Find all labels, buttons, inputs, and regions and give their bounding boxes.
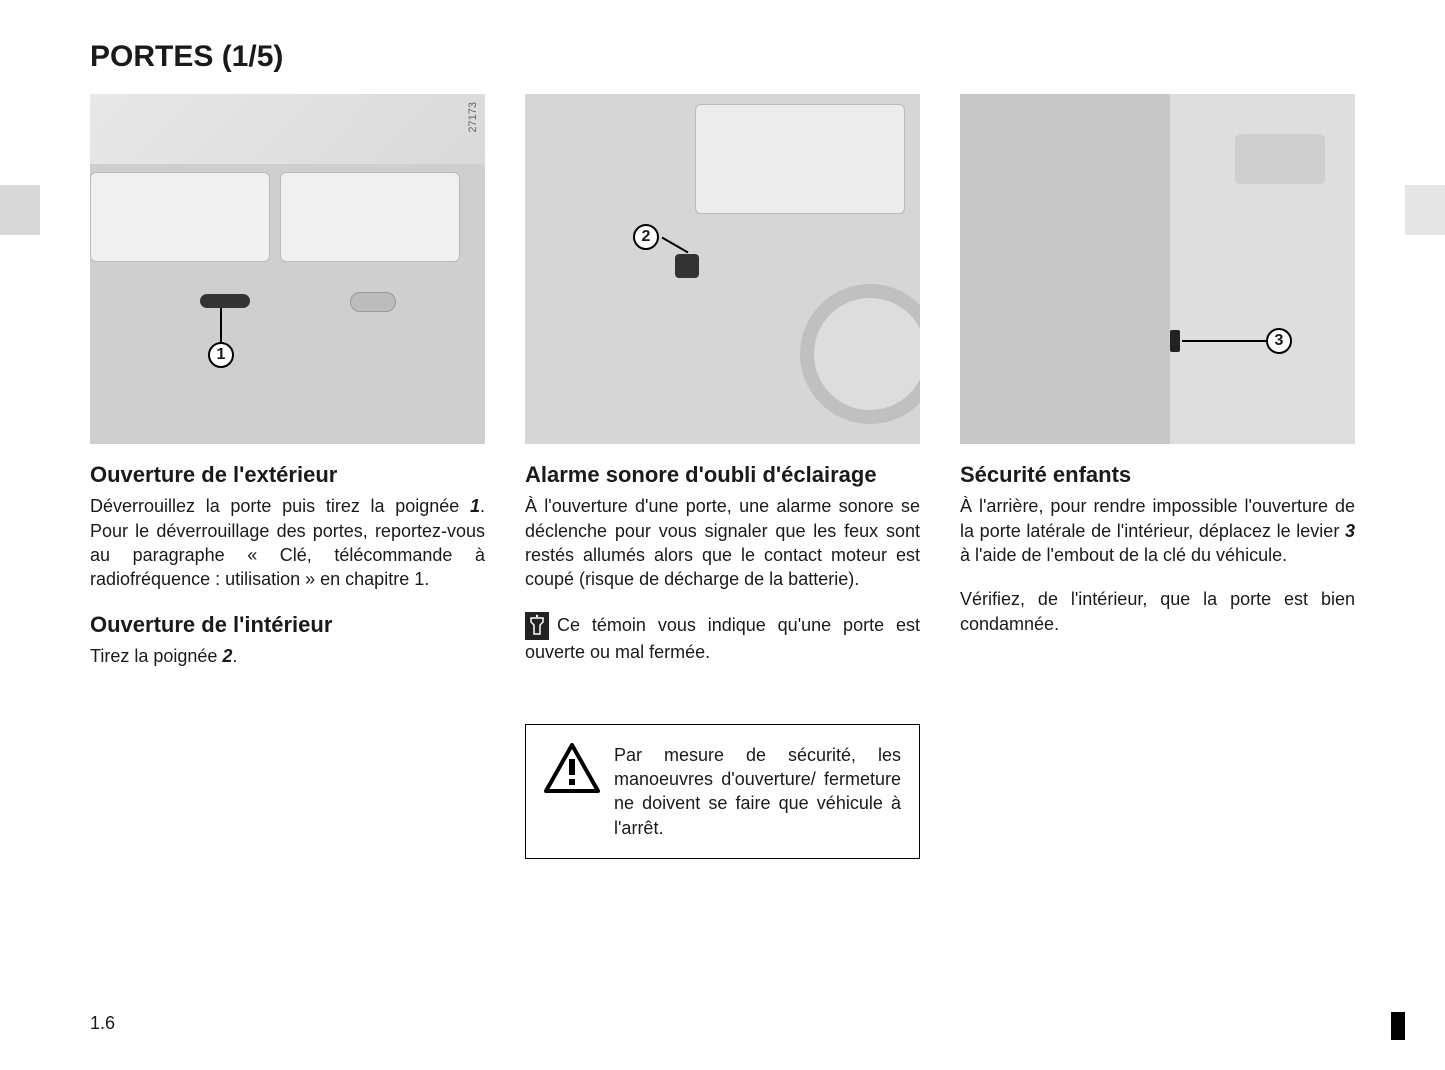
manual-page: PORTES (1/5) 27173 1 Ouverture de l'exté… (0, 0, 1445, 1070)
column-1: 27173 1 Ouverture de l'extérieur Déverro… (90, 94, 485, 859)
column-3: 27206 3 Sécurité enfants À l'arrière, po… (960, 94, 1355, 859)
content-columns: 27173 1 Ouverture de l'extérieur Déverro… (90, 94, 1355, 859)
page-title: PORTES (1/5) (90, 40, 1355, 74)
warning-text: Par mesure de sécurité, les manoeuvres d… (614, 743, 901, 840)
door-open-icon (525, 612, 549, 640)
text-alarm: À l'ouverture d'une porte, une alarme so… (525, 494, 920, 591)
figure-interior-handle: 27081 2 (525, 94, 920, 444)
heading-child-safety: Sécurité enfants (960, 462, 1355, 488)
page-number: 1.6 (90, 1013, 115, 1034)
callout-3: 3 (1266, 328, 1292, 354)
safety-warning-box: Par mesure de sécurité, les manoeuvres d… (525, 724, 920, 859)
warning-icon (544, 743, 600, 793)
heading-alarm: Alarme sonore d'oubli d'éclairage (525, 462, 920, 488)
callout-1: 1 (208, 342, 234, 368)
figure-id: 27173 (467, 102, 479, 133)
text-child-safety-1: À l'arrière, pour rendre impossible l'ou… (960, 494, 1355, 567)
heading-exterior-open: Ouverture de l'extérieur (90, 462, 485, 488)
figure-exterior-door: 27173 1 (90, 94, 485, 444)
text-door-open-indicator: Ce témoin vous indique qu'une porte est … (525, 612, 920, 664)
corner-mark (1391, 1012, 1405, 1040)
text-interior-open: Tirez la poignée 2. (90, 644, 485, 668)
callout-2: 2 (633, 224, 659, 250)
figure-child-safety: 27206 3 (960, 94, 1355, 444)
text-exterior-open: Déverrouillez la porte puis tirez la poi… (90, 494, 485, 591)
text-child-safety-2: Vérifiez, de l'intérieur, que la porte e… (960, 587, 1355, 636)
column-2: 27081 2 Alarme sonore d'oubli d'éclairag… (525, 94, 920, 859)
heading-interior-open: Ouverture de l'intérieur (90, 612, 485, 638)
